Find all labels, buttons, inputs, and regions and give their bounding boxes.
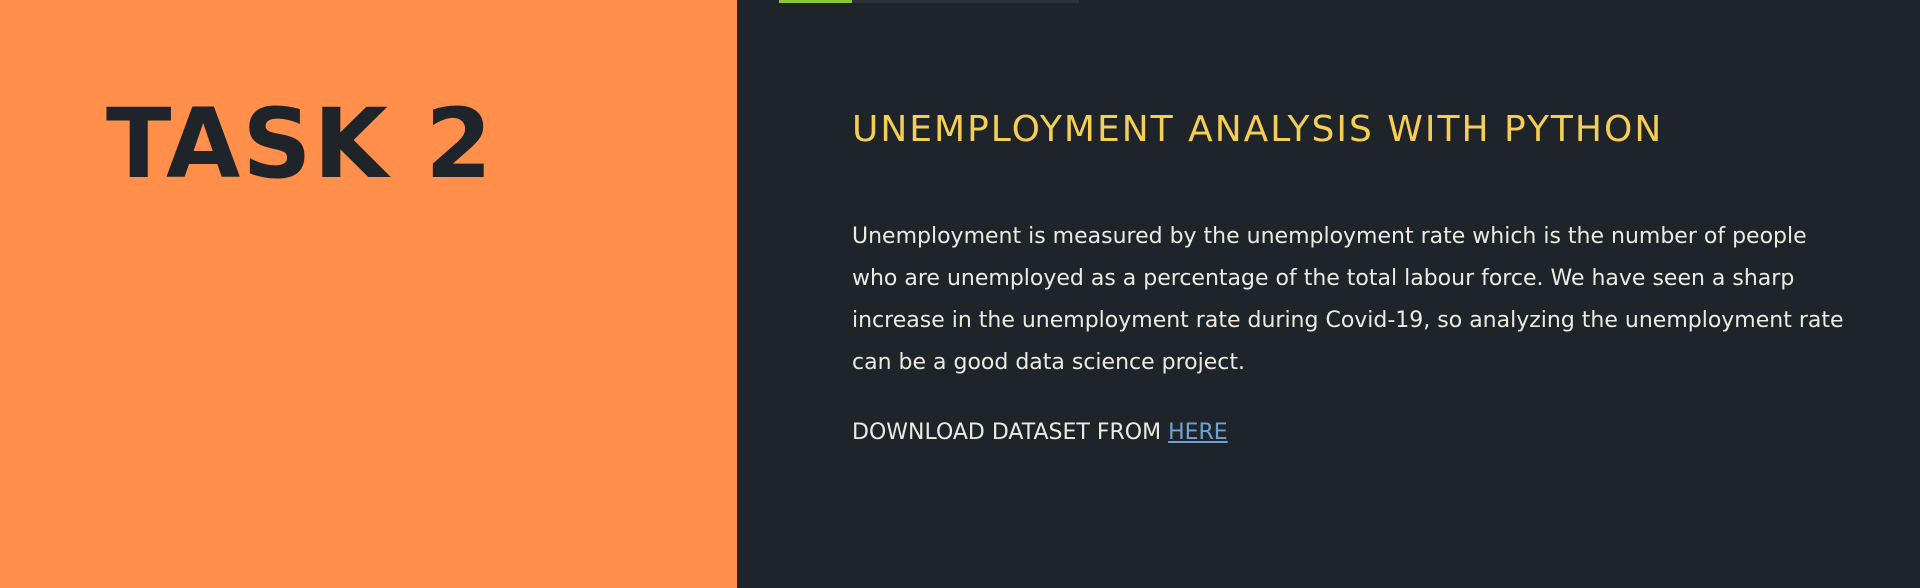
- task-title: TASK 2: [106, 88, 495, 200]
- download-line: DOWNLOAD DATASET FROM HERE: [852, 412, 1852, 454]
- progress-accent-bar: [779, 0, 1079, 3]
- task-content: UNEMPLOYMENT ANALYSIS WITH PYTHON Unempl…: [852, 108, 1852, 454]
- progress-accent-fill: [779, 0, 852, 3]
- task-description: Unemployment is measured by the unemploy…: [852, 224, 1844, 376]
- task-heading: UNEMPLOYMENT ANALYSIS WITH PYTHON: [852, 109, 1664, 150]
- download-dataset-link[interactable]: HERE: [1168, 420, 1228, 446]
- task-banner-panel: TASK 2: [0, 0, 737, 588]
- download-prefix-text: DOWNLOAD DATASET FROM: [852, 420, 1169, 446]
- task-details-panel: UNEMPLOYMENT ANALYSIS WITH PYTHON Unempl…: [737, 0, 1920, 588]
